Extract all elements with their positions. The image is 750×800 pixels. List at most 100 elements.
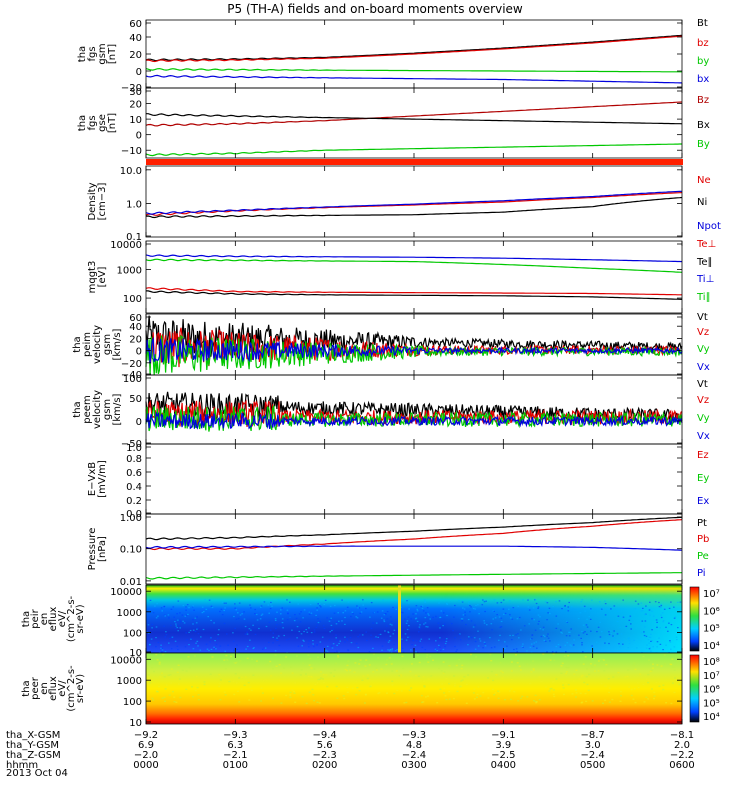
heatmap-speckle <box>316 607 318 609</box>
xaxis-row-label: hhmm <box>6 760 38 771</box>
heatmap-speckle <box>421 646 424 648</box>
heatmap-speckle <box>630 694 633 697</box>
heatmap-speckle <box>239 614 242 616</box>
heatmap-speckle <box>165 684 168 686</box>
heatmap-speckle <box>390 616 392 618</box>
heatmap-speckle <box>444 695 447 697</box>
heatmap-speckle <box>568 631 570 633</box>
heatmap-speckle <box>473 637 476 639</box>
heatmap-speckle <box>381 645 384 647</box>
heatmap-speckle <box>477 630 479 632</box>
heatmap-speckle <box>293 620 296 622</box>
heatmap-speckle <box>575 692 578 694</box>
heatmap-speckle <box>308 613 311 615</box>
heatmap-speckle <box>473 698 476 700</box>
heatmap-speckle <box>387 649 389 651</box>
heatmap-speckle <box>201 612 204 614</box>
heatmap-speckle <box>677 627 679 629</box>
ylabel-line: tha <box>77 46 88 62</box>
heatmap-speckle <box>396 689 399 692</box>
heatmap-speckle <box>322 674 325 676</box>
heatmap-speckle <box>260 606 262 608</box>
heatmap-speckle <box>636 647 638 649</box>
heatmap-speckle <box>358 607 361 609</box>
heatmap-speckle <box>461 600 464 602</box>
heatmap-speckle <box>341 599 343 601</box>
heatmap-speckle <box>294 614 296 616</box>
heatmap-speckle <box>651 688 653 690</box>
heatmap-speckle <box>604 642 606 644</box>
heatmap-speckle <box>439 646 441 648</box>
xaxis-value: −9.4 <box>313 730 337 741</box>
heatmap-speckle <box>202 628 205 631</box>
heatmap-speckle <box>411 644 413 646</box>
heatmap-speckle <box>163 606 165 608</box>
heatmap-speckle <box>280 672 283 674</box>
heatmap-speckle <box>427 626 429 628</box>
heatmap-speckle <box>443 671 446 673</box>
heatmap-speckle <box>602 702 604 704</box>
heatmap-speckle <box>443 623 446 625</box>
xaxis-value: 6.9 <box>138 740 154 751</box>
heatmap-speckle <box>375 669 378 671</box>
heatmap-speckle <box>452 697 455 700</box>
heatmap-speckle <box>349 669 352 671</box>
heatmap-speckle <box>512 634 514 636</box>
heatmap-speckle <box>565 635 568 637</box>
heatmap-speckle <box>676 660 679 662</box>
heatmap-speckle <box>664 663 667 665</box>
heatmap-speckle <box>404 618 406 620</box>
heatmap-speckle <box>185 609 187 611</box>
heatmap-speckle <box>611 698 614 701</box>
heatmap-speckle <box>161 610 163 612</box>
heatmap-speckle <box>399 674 402 676</box>
heatmap-speckle <box>236 648 238 650</box>
heatmap-speckle <box>319 603 321 605</box>
heatmap-speckle <box>552 689 555 691</box>
heatmap-speckle <box>331 647 334 649</box>
heatmap-speckle <box>385 625 388 627</box>
xaxis-value: −9.3 <box>402 730 426 741</box>
heatmap-speckle <box>243 611 245 613</box>
heatmap-speckle <box>624 627 626 629</box>
heatmap-speckle <box>163 614 166 616</box>
heatmap-speckle <box>506 645 508 647</box>
heatmap-speckle <box>453 675 456 677</box>
heatmap-speckle <box>366 674 369 676</box>
heatmap-speckle <box>227 679 230 681</box>
heatmap-speckle <box>240 676 243 679</box>
heatmap-speckle <box>203 611 205 613</box>
heatmap-speckle <box>220 608 223 610</box>
heatmap-speckle <box>405 701 408 704</box>
heatmap-speckle <box>448 698 451 700</box>
heatmap-speckle <box>499 626 502 628</box>
heatmap-speckle <box>527 599 529 601</box>
heatmap-speckle <box>597 660 600 662</box>
heatmap-speckle <box>503 613 505 615</box>
heatmap-speckle <box>425 612 427 614</box>
heatmap-speckle <box>632 664 635 667</box>
heatmap-speckle <box>381 610 384 612</box>
xaxis-row-label: tha_Z-GSM <box>6 750 61 761</box>
ylabel-line: peem <box>82 395 93 423</box>
heatmap-speckle <box>338 651 340 654</box>
heatmap-speckle <box>211 606 214 609</box>
heatmap-speckle <box>427 661 430 663</box>
ytick-label: 0.4 <box>126 482 142 493</box>
heatmap-speckle <box>490 623 493 625</box>
heatmap-speckle <box>423 599 426 601</box>
heatmap-speckle <box>390 651 393 653</box>
heatmap-speckle <box>317 656 319 658</box>
heatmap-speckle <box>313 699 316 702</box>
heatmap-speckle <box>297 603 300 605</box>
heatmap-speckle <box>586 683 589 686</box>
heatmap-speckle <box>585 650 587 652</box>
heatmap-speckle <box>185 614 188 616</box>
heatmap-speckle <box>483 620 485 622</box>
heatmap-speckle <box>301 695 304 698</box>
heatmap-speckle <box>429 618 431 620</box>
heatmap-speckle <box>612 635 614 637</box>
heatmap-speckle <box>260 687 263 689</box>
heatmap-speckle <box>510 670 513 672</box>
series-Ti∥ <box>145 258 683 273</box>
